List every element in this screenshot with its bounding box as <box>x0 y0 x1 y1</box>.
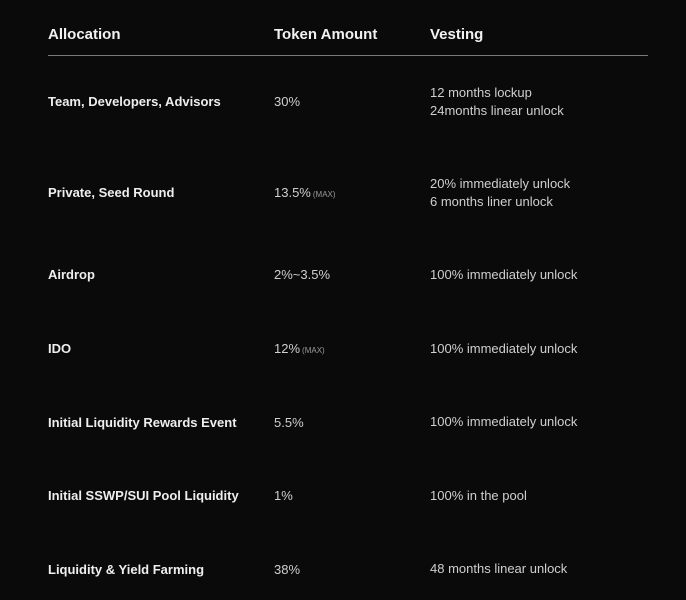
token-amount-cell: 2%~3.5% <box>274 238 430 312</box>
vesting-cell: 48 months linear unlock <box>430 532 648 588</box>
vesting-cell: 100% immediately unlock <box>430 312 648 386</box>
table-row: Team, Developers, Advisors 30% 12 months… <box>48 56 648 148</box>
vesting-cell: 20% immediately unlock 6 months liner un… <box>430 147 648 238</box>
vesting-line: 6 months liner unlock <box>430 193 648 211</box>
token-amount-cell: 5.5% <box>274 385 430 459</box>
token-amount-value: 5.5% <box>274 415 304 430</box>
token-amount-note: (MAX) <box>302 346 325 355</box>
table-row: Initial SSWP/SUI Pool Liquidity 1% 100% … <box>48 459 648 533</box>
allocation-cell: Private, Seed Round <box>48 147 274 238</box>
col-header-token-amount: Token Amount <box>274 26 430 56</box>
col-header-allocation: Allocation <box>48 26 274 56</box>
table-header-row: Allocation Token Amount Vesting <box>48 26 648 56</box>
vesting-line: 20% immediately unlock <box>430 175 648 193</box>
token-amount-value: 38% <box>274 562 300 577</box>
allocation-cell: Initial Liquidity Rewards Event <box>48 385 274 459</box>
vesting-line: 100% immediately unlock <box>430 413 648 431</box>
token-amount-cell: 38% <box>274 532 430 588</box>
token-allocation-table: Allocation Token Amount Vesting Team, De… <box>48 26 648 588</box>
col-header-vesting: Vesting <box>430 26 648 56</box>
vesting-line: 12 months lockup <box>430 84 648 102</box>
vesting-cell: 100% immediately unlock <box>430 385 648 459</box>
token-amount-cell: 13.5%(MAX) <box>274 147 430 238</box>
token-amount-cell: 12%(MAX) <box>274 312 430 386</box>
vesting-line: 100% immediately unlock <box>430 340 648 358</box>
allocation-cell: Team, Developers, Advisors <box>48 56 274 148</box>
token-amount-note: (MAX) <box>313 190 336 199</box>
token-amount-value: 13.5% <box>274 185 311 200</box>
token-amount-value: 30% <box>274 94 300 109</box>
vesting-cell: 12 months lockup 24months linear unlock <box>430 56 648 148</box>
vesting-line: 100% in the pool <box>430 487 648 505</box>
token-amount-value: 12% <box>274 341 300 356</box>
table-row: IDO 12%(MAX) 100% immediately unlock <box>48 312 648 386</box>
table-row: Airdrop 2%~3.5% 100% immediately unlock <box>48 238 648 312</box>
allocation-cell: IDO <box>48 312 274 386</box>
token-amount-cell: 30% <box>274 56 430 148</box>
allocation-cell: Liquidity & Yield Farming <box>48 532 274 588</box>
vesting-line: 24months linear unlock <box>430 102 648 120</box>
table-row: Liquidity & Yield Farming 38% 48 months … <box>48 532 648 588</box>
vesting-cell: 100% in the pool <box>430 459 648 533</box>
vesting-cell: 100% immediately unlock <box>430 238 648 312</box>
token-amount-value: 2%~3.5% <box>274 267 330 282</box>
allocation-cell: Initial SSWP/SUI Pool Liquidity <box>48 459 274 533</box>
vesting-line: 100% immediately unlock <box>430 266 648 284</box>
vesting-line: 48 months linear unlock <box>430 560 648 578</box>
token-amount-value: 1% <box>274 488 293 503</box>
table-row: Initial Liquidity Rewards Event 5.5% 100… <box>48 385 648 459</box>
table-row: Private, Seed Round 13.5%(MAX) 20% immed… <box>48 147 648 238</box>
token-amount-cell: 1% <box>274 459 430 533</box>
allocation-cell: Airdrop <box>48 238 274 312</box>
